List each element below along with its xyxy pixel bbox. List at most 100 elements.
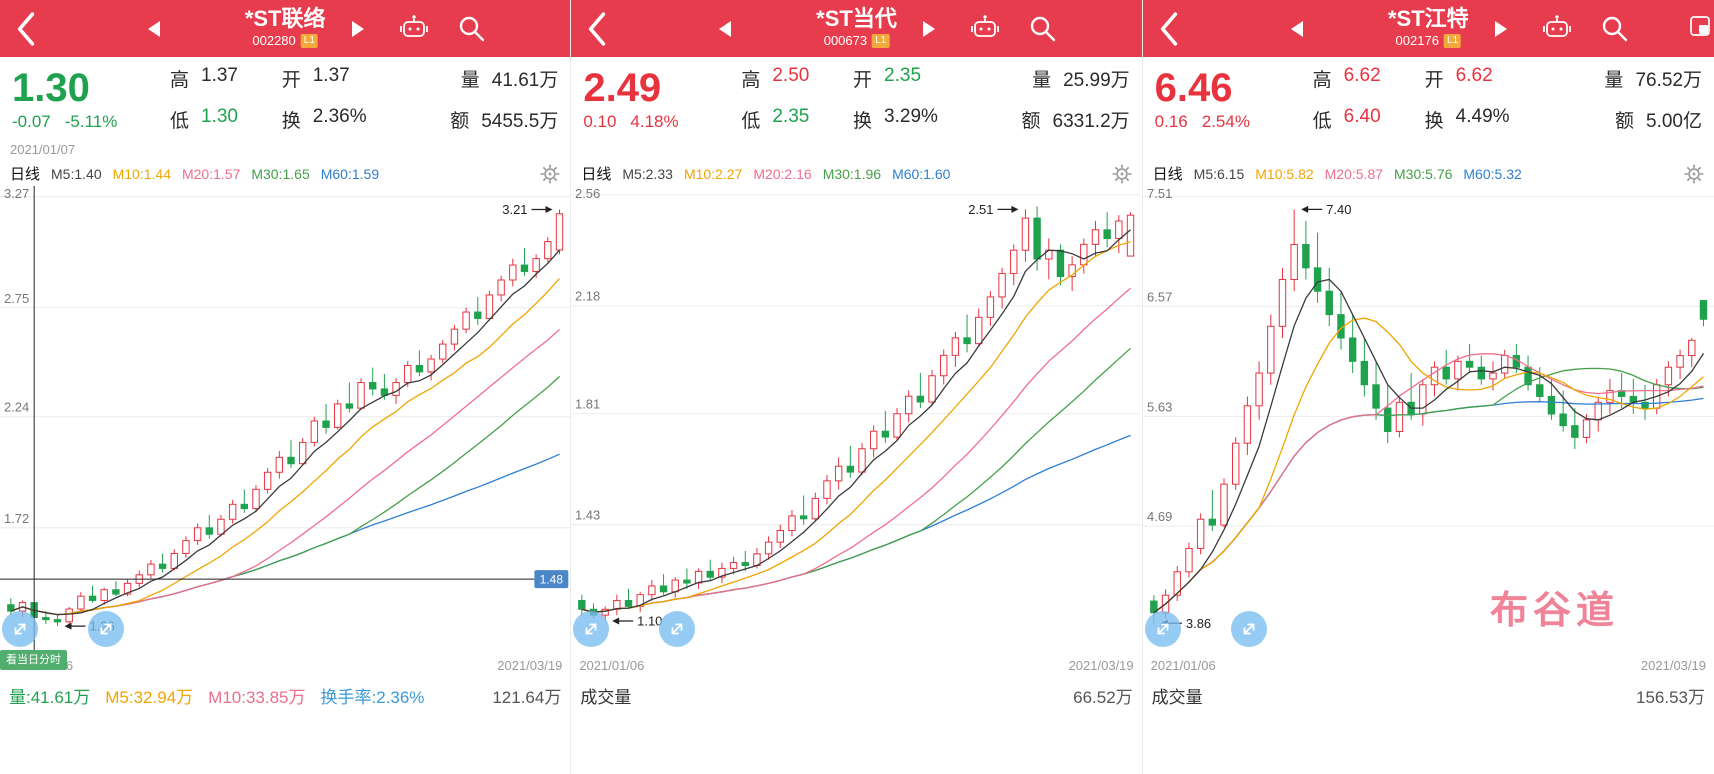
- ma-legend-item: M60:1.60: [892, 165, 951, 182]
- ma-values: M5:1.40 M10:1.44 M20:1.57 M30:1.65 M60:1.59: [51, 166, 379, 182]
- ma-legend-item: M10:5.82: [1255, 165, 1314, 182]
- ma-legend-item: M20:2.16: [753, 165, 812, 182]
- ma-values: M5:2.33 M10:2.27 M20:2.16 M30:1.96 M60:1.60: [622, 166, 950, 182]
- next-stock-button[interactable]: [1494, 21, 1508, 37]
- volume-pane[interactable]: [571, 712, 1142, 774]
- quote-stat-label: 高: [170, 70, 190, 91]
- back-button[interactable]: [1157, 11, 1181, 47]
- quote-stat-label: 换: [281, 111, 301, 132]
- quote-stat: 低 2.35: [741, 106, 853, 133]
- search-button[interactable]: [1027, 13, 1057, 43]
- quote-stat-label: 高: [1312, 70, 1332, 91]
- stock-name: *ST江特: [1387, 6, 1469, 31]
- quote-stat-value: 2.50: [772, 65, 810, 86]
- current-price: 6.46: [1154, 66, 1233, 110]
- pan-resize-button[interactable]: [573, 611, 610, 647]
- prev-stock-button[interactable]: [1290, 21, 1304, 37]
- svg-text:2.56: 2.56: [575, 186, 600, 201]
- pan-resize-button[interactable]: [1144, 611, 1181, 647]
- search-icon: [459, 16, 485, 42]
- triangle-right-icon: [923, 21, 936, 37]
- volume-pane[interactable]: [0, 712, 571, 774]
- candlestick-plot: 7.51 6.57 5.63 4.69 7.40 3.86: [1142, 186, 1714, 631]
- quote-stat: 额 6331.2万: [975, 106, 1130, 133]
- svg-text:1.43: 1.43: [575, 508, 600, 523]
- intraday-view-badge[interactable]: 看当日分时: [0, 650, 67, 670]
- svg-text:6.57: 6.57: [1147, 289, 1172, 304]
- ma-legend: 日线 M5:1.40 M10:1.44 M20:1.57 M30:1.65 M60:1.…: [0, 161, 570, 186]
- prev-stock-button[interactable]: [148, 21, 161, 37]
- zoom-expand-button[interactable]: [659, 611, 696, 647]
- search-button[interactable]: [456, 13, 486, 43]
- crosshair-date: [1143, 141, 1714, 161]
- settings-gear-icon[interactable]: [1112, 163, 1132, 184]
- next-stock-button[interactable]: [923, 21, 936, 37]
- quote-stat-value: 1.37: [312, 65, 350, 86]
- zoom-expand-button[interactable]: [1230, 611, 1267, 647]
- volume-stat: 成交量: [580, 687, 632, 707]
- volume-stat: 成交量: [1151, 687, 1203, 707]
- diagonal-arrows-icon: [14, 623, 26, 635]
- axis-date-end: 2021/03/19: [1640, 658, 1706, 673]
- volume-stat: M10:33.85万: [208, 687, 306, 707]
- zoom-expand-button[interactable]: [88, 611, 124, 647]
- back-button[interactable]: [585, 11, 609, 47]
- stock-code-row: 002176 L1: [1388, 32, 1469, 50]
- price-block: 6.46 0.16 2.54%: [1155, 66, 1313, 132]
- next-stock-button[interactable]: [352, 21, 365, 37]
- quote-stat-label: 开: [281, 70, 301, 91]
- search-button[interactable]: [1599, 13, 1629, 43]
- stock-panel: *ST江特 002176 L1: [1142, 0, 1714, 774]
- axis-date-start: 2021/01/06: [579, 658, 645, 673]
- quote-stat-value: 6.40: [1343, 106, 1381, 127]
- candlestick-chart[interactable]: 3.272.752.241.721.483.211.26: [0, 186, 571, 656]
- quote-stat-label: 量: [1604, 70, 1624, 91]
- svg-text:1.72: 1.72: [4, 511, 29, 526]
- quote-stat: 换 3.29%: [853, 106, 975, 133]
- svg-text:3.27: 3.27: [4, 186, 29, 201]
- volume-pane[interactable]: [1142, 712, 1714, 774]
- price-change-row: 0.10 4.18%: [583, 112, 741, 132]
- svg-text:1.48: 1.48: [540, 573, 564, 587]
- period-selector[interactable]: 日线: [10, 166, 41, 183]
- back-button[interactable]: [14, 11, 38, 47]
- ma-legend-item: M30:1.65: [251, 165, 310, 182]
- crosshair-date: 2021/01/07: [10, 142, 76, 157]
- robot-assistant-button[interactable]: [398, 13, 430, 43]
- candlestick-chart[interactable]: 7.51 6.57 5.63 4.69 7.40 3.86 布谷道: [1142, 186, 1714, 656]
- diagonal-arrows-icon: [585, 623, 597, 635]
- panel-header: *ST江特 002176 L1: [1142, 0, 1714, 57]
- panel-header: *ST联络 002280 L1: [0, 0, 571, 57]
- price-change: -0.07: [12, 112, 51, 131]
- price-change-row: 0.16 2.54%: [1155, 112, 1313, 132]
- ma-legend-item: M5:1.40: [51, 165, 102, 182]
- ma-legend-item: M30:5.76: [1394, 165, 1453, 182]
- settings-gear-icon[interactable]: [540, 163, 560, 184]
- settings-gear-icon[interactable]: [1684, 163, 1704, 184]
- quote-level-badge: L1: [300, 34, 318, 48]
- volume-stat: 量:41.61万: [9, 687, 91, 707]
- quote-stat-value: 6.62: [1343, 65, 1381, 86]
- candlestick-chart[interactable]: 2.56 2.18 1.81 1.43 2.51 1.10: [571, 186, 1142, 656]
- floating-window-icon[interactable]: [1689, 15, 1711, 37]
- svg-text:2.18: 2.18: [575, 289, 600, 304]
- robot-assistant-button[interactable]: [1541, 13, 1573, 43]
- volume-header-row: 量:41.61万 M5:32.94万 M10:33.85万 换手率:2.36% 121…: [0, 678, 570, 712]
- quote-stat-value: 2.35: [772, 106, 810, 127]
- current-price: 2.49: [583, 66, 662, 110]
- period-selector[interactable]: 日线: [581, 166, 612, 183]
- robot-assistant-button[interactable]: [969, 13, 1001, 43]
- quote-stat-value: 76.52万: [1635, 70, 1702, 91]
- quote-stat: 量 76.52万: [1547, 65, 1702, 92]
- price-change: 0.10: [583, 112, 617, 131]
- svg-text:1.81: 1.81: [575, 397, 600, 412]
- quote-stat: 开 2.35: [853, 65, 975, 92]
- prev-stock-button[interactable]: [719, 21, 732, 37]
- x-axis-row: 2021/01/06 看当日分时 2021/03/19: [0, 650, 570, 678]
- volume-stat: M5:32.94万: [105, 687, 194, 707]
- pan-resize-button[interactable]: [2, 611, 38, 647]
- volume-right-value: 66.52万: [1073, 687, 1133, 707]
- period-selector[interactable]: 日线: [1152, 166, 1183, 183]
- triangle-left-icon: [1290, 21, 1303, 37]
- x-axis-row: 2021/01/06 2021/03/19: [1143, 656, 1714, 678]
